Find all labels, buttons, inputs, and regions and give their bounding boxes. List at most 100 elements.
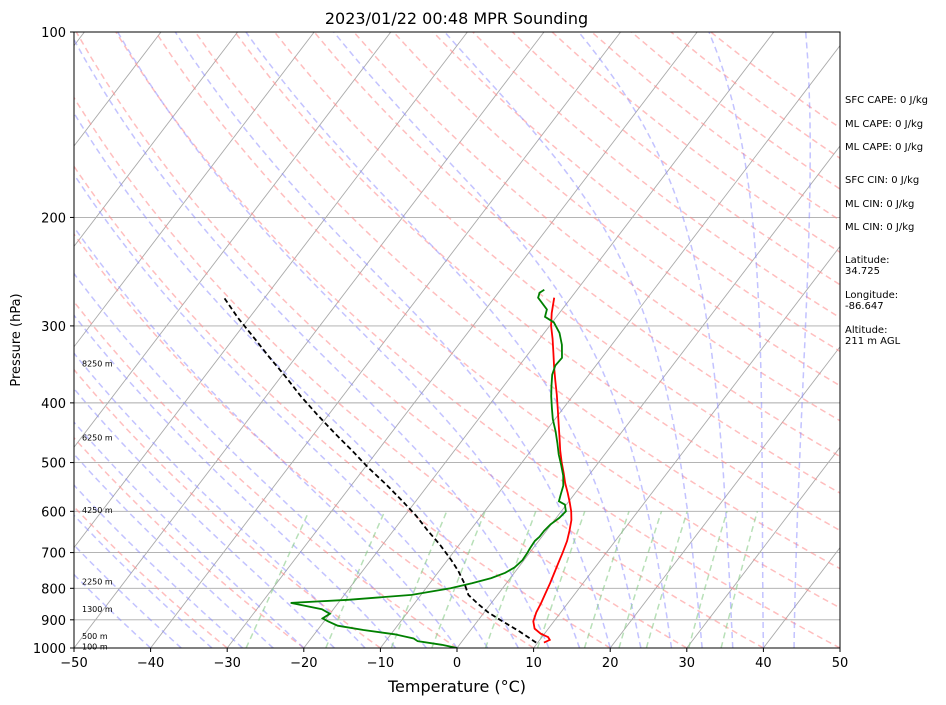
- y-axis: 100 200 300 400 500 600 700 800 900 1000: [33, 26, 74, 657]
- moist-adiabat-line: [74, 37, 550, 648]
- moist-adiabat-line: [74, 352, 366, 648]
- dry-adiabat-line: [74, 436, 305, 648]
- y-tick-label: 900: [41, 614, 66, 629]
- moist-adiabat-line: [793, 32, 811, 648]
- latitude-label: Latitude: 34.725: [845, 255, 890, 277]
- x-tick-label: −50: [60, 656, 87, 671]
- dry-adiabat-line: [75, 32, 764, 648]
- moist-adiabat-line: [74, 544, 182, 648]
- isotherm-line: [150, 32, 621, 648]
- isotherm-line: [74, 32, 468, 549]
- moist-adiabat-line: [117, 32, 581, 648]
- mixing-ratio-line: [618, 511, 663, 648]
- height-label: 8250 m: [82, 359, 113, 368]
- height-label: 500 m: [82, 632, 108, 641]
- x-tick-label: 0: [453, 656, 461, 671]
- moist-adiabat-line: [74, 111, 519, 648]
- moist-adiabat-line: [74, 573, 152, 648]
- moist-adiabat-line: [74, 387, 335, 648]
- mixing-ratio-line: [431, 511, 486, 648]
- y-tick-label: 800: [41, 582, 66, 597]
- dry-adiabat-line: [511, 32, 840, 286]
- dry-adiabat-line: [74, 300, 458, 648]
- y-axis-label: Pressure (hPa): [9, 293, 24, 386]
- y-tick-label: 200: [41, 211, 66, 226]
- dry-adiabat-line: [472, 32, 840, 319]
- chart-title: 2023/01/22 00:48 MPR Sounding: [325, 9, 588, 28]
- x-tick-label: −30: [213, 656, 240, 671]
- y-tick-label: 400: [41, 397, 66, 412]
- sfc-cape-label: SFC CAPE: 0 J/kg: [845, 95, 928, 106]
- moist-adiabat-line: [74, 514, 213, 648]
- moist-adiabat-line: [708, 32, 765, 648]
- moist-adiabat-line: [74, 272, 427, 648]
- ml-cape-label-2: ML CAPE: 0 J/kg: [845, 142, 924, 153]
- x-tick-label: 10: [525, 656, 542, 671]
- dry-adiabat-line: [74, 232, 535, 648]
- temperature-line: [532, 297, 573, 644]
- isotherm-line: [74, 32, 162, 147]
- y-tick-label: 600: [41, 505, 66, 520]
- longitude-label: Longitude: -86.647: [845, 290, 899, 312]
- height-labels: 8250 m 6250 m 4250 m 2250 m 1300 m 500 m 100 m: [82, 359, 113, 651]
- altitude-label: Altitude: 211 m AGL: [845, 325, 901, 347]
- moist-adiabat-line: [174, 32, 611, 648]
- mixing-ratio-line: [583, 511, 630, 648]
- moist-adiabat-line: [74, 421, 305, 648]
- x-tick-label: −20: [290, 656, 317, 671]
- isotherm-line: [226, 32, 698, 648]
- y-tick-label: 500: [41, 457, 66, 472]
- dry-adiabat-line: [74, 164, 611, 648]
- dry-adiabat-line: [273, 32, 840, 494]
- dry-adiabat-line: [234, 32, 840, 532]
- isotherm-line: [609, 346, 840, 648]
- height-label: 4250 m: [82, 506, 113, 515]
- isotherm-line: [686, 446, 840, 648]
- ml-cin-label-2: ML CIN: 0 J/kg: [845, 222, 915, 233]
- background-lines: [0, 32, 840, 648]
- y-tick-label: 100: [41, 26, 66, 41]
- mixing-ratio-line: [390, 511, 448, 648]
- moist-adiabat-line: [74, 173, 489, 648]
- moist-adiabat-line: [74, 453, 274, 648]
- x-tick-label: −40: [137, 656, 164, 671]
- dewpoint-line: [290, 288, 567, 648]
- series-layer: [223, 288, 573, 648]
- mixing-ratio-line: [325, 510, 386, 648]
- dry-adiabat-line: [194, 32, 840, 570]
- mixing-ratio-line: [484, 511, 537, 648]
- ml-cin-label: ML CIN: 0 J/kg: [845, 199, 915, 210]
- isotherm-line: [74, 32, 238, 248]
- isotherm-line: [0, 32, 8, 648]
- moist-adiabat-line: [578, 32, 734, 648]
- y-tick-label: 300: [41, 320, 66, 335]
- mixing-ratio-line: [687, 511, 728, 648]
- height-label: 100 m: [82, 643, 108, 652]
- mixing-ratio-line: [536, 511, 586, 648]
- isotherm-line: [74, 32, 392, 448]
- moist-adiabat-line: [333, 32, 673, 648]
- x-tick-label: 20: [602, 656, 619, 671]
- parcel-path-line: [223, 297, 537, 644]
- dry-adiabat-line: [154, 32, 840, 609]
- height-label: 6250 m: [82, 433, 113, 442]
- dry-adiabat-line: [313, 32, 840, 458]
- moist-adiabat-line: [444, 32, 703, 648]
- x-tick-label: −10: [367, 656, 394, 671]
- x-tick-label: 40: [755, 656, 772, 671]
- dry-adiabat-line: [353, 32, 840, 422]
- sfc-cin-label: SFC CIN: 0 J/kg: [845, 175, 920, 186]
- isotherm-line: [533, 245, 840, 648]
- mixing-ratio-line: [245, 510, 310, 648]
- y-tick-label: 1000: [33, 642, 66, 657]
- height-label: 2250 m: [82, 578, 113, 587]
- isotherm-line: [380, 44, 840, 648]
- isotherm-line: [303, 32, 775, 648]
- moist-adiabat-line: [74, 225, 458, 648]
- y-tick-label: 700: [41, 547, 66, 562]
- moist-adiabat-line: [245, 32, 642, 648]
- x-axis-label: Temperature (°C): [387, 677, 526, 696]
- moist-adiabat-line: [74, 483, 243, 648]
- x-tick-label: 30: [679, 656, 696, 671]
